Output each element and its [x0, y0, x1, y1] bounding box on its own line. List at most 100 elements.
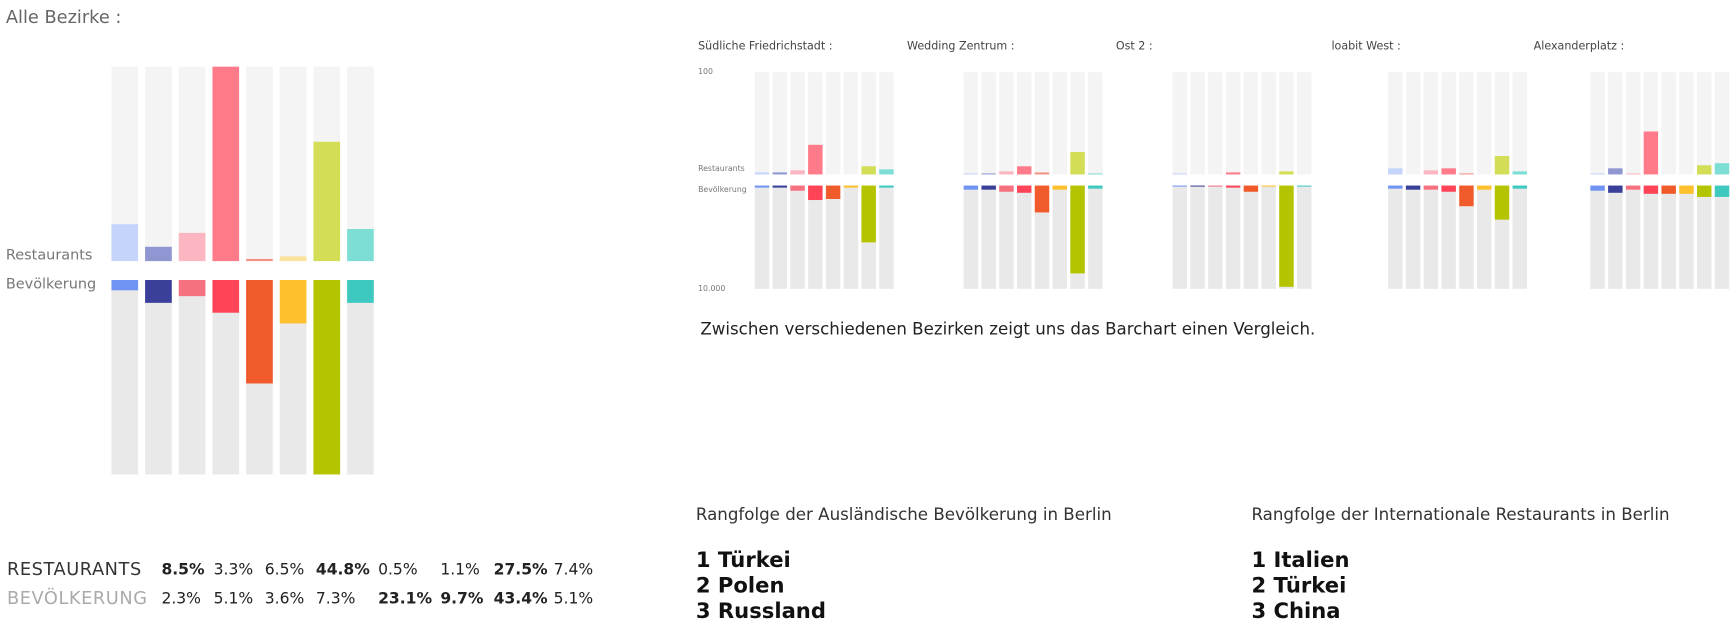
restaurant-bar — [1034, 172, 1050, 175]
restaurant-bar — [963, 173, 979, 175]
bar-background — [1088, 72, 1103, 175]
bar-background — [1459, 185, 1474, 289]
value-label: 2.3% — [161, 589, 201, 607]
value-label: 44.8% — [316, 561, 370, 579]
population-bar — [1190, 185, 1205, 187]
population-bar — [1697, 185, 1712, 197]
bar-background — [1494, 72, 1510, 175]
bar-background — [178, 280, 206, 475]
bar-background — [1208, 72, 1223, 175]
chart-title: Wedding Zentrum : — [907, 40, 1015, 53]
population-bar — [1261, 185, 1276, 187]
bar-background — [790, 185, 805, 289]
bar-background — [1590, 185, 1605, 289]
ranking-item: 3 Russland — [696, 598, 826, 623]
restaurant-bar — [246, 258, 273, 262]
bar-background — [1441, 72, 1456, 175]
population-bar — [1714, 185, 1730, 197]
population-bar — [1494, 185, 1510, 220]
chart-title: Ost 2 : — [1116, 40, 1153, 53]
bar-background — [1052, 185, 1067, 289]
bar-background — [1477, 185, 1492, 289]
population-bar — [1052, 185, 1067, 190]
bar-background — [1017, 185, 1032, 289]
restaurant-bar — [754, 172, 770, 175]
bar-background — [843, 72, 859, 175]
bar-background — [1512, 72, 1527, 175]
bar-background — [1172, 185, 1187, 289]
bar-background — [1714, 185, 1730, 289]
population-bar — [1034, 185, 1050, 213]
restaurant-bar — [111, 224, 139, 262]
bar-background — [1261, 185, 1276, 289]
value-label: 5.1% — [554, 589, 594, 607]
population-bar — [178, 280, 206, 297]
bar-background — [1243, 185, 1259, 289]
bar-background — [1225, 72, 1241, 175]
population-bar — [981, 185, 996, 190]
restaurant-bar — [1590, 173, 1605, 175]
series-label: Bevölkerung — [698, 185, 747, 194]
bar-background — [347, 280, 374, 475]
restaurant-bar — [1494, 156, 1510, 175]
restaurant-bar — [1459, 173, 1474, 175]
value-label: 9.7% — [440, 589, 484, 607]
restaurant-bar — [1017, 166, 1032, 175]
restaurant-bar — [279, 256, 307, 262]
restaurant-bar — [313, 141, 341, 262]
series-label: Restaurants — [698, 164, 745, 173]
bar-background — [1297, 72, 1312, 175]
chart-title: Alexanderplatz : — [1534, 40, 1625, 53]
bar-background — [1625, 185, 1641, 289]
bar-background — [1697, 72, 1712, 175]
bar-background — [963, 72, 979, 175]
population-bar — [212, 280, 240, 313]
row-label: RESTAURANTS — [7, 560, 142, 580]
population-bar — [1679, 185, 1694, 194]
value-label: 3.6% — [265, 589, 305, 607]
bar-background — [1279, 72, 1294, 175]
restaurant-bar — [879, 169, 894, 175]
bar-background — [1243, 72, 1259, 175]
population-bar — [246, 280, 273, 384]
restaurant-bar — [1697, 165, 1712, 175]
bar-background — [1261, 72, 1276, 175]
value-label: 43.4% — [494, 589, 548, 607]
bar-background — [825, 72, 841, 175]
chart-title: Südliche Friedrichstadt : — [698, 40, 832, 53]
bar-background — [1088, 185, 1103, 289]
bar-background — [178, 66, 206, 262]
bar-background — [1190, 185, 1205, 289]
bar-background — [111, 280, 139, 475]
bar-background — [1625, 72, 1641, 175]
bar-background — [1679, 185, 1694, 289]
restaurant-bar — [981, 173, 996, 175]
population-bar — [1477, 185, 1492, 190]
population-bar — [1608, 185, 1623, 193]
series-label: Bevölkerung — [6, 276, 96, 292]
bar-background — [790, 72, 805, 175]
population-bar — [1405, 185, 1421, 190]
bar-background — [1423, 72, 1439, 175]
bar-background — [1643, 185, 1659, 289]
value-label: 0.5% — [378, 561, 417, 579]
bar-background — [1441, 185, 1456, 289]
bar-background — [1661, 72, 1676, 175]
restaurant-bar — [1225, 172, 1241, 175]
population-bar — [790, 185, 805, 191]
bar-background — [1388, 72, 1403, 175]
bar-background — [1697, 185, 1712, 289]
bar-background — [843, 185, 859, 289]
restaurant-bar — [347, 228, 374, 262]
bar-background — [1172, 72, 1187, 175]
population-bar — [111, 280, 139, 291]
restaurant-bar — [999, 171, 1014, 175]
restaurant-bar — [1714, 163, 1730, 175]
bar-background — [1017, 72, 1032, 175]
population-bar — [1441, 185, 1456, 192]
chart-title: loabit West : — [1331, 40, 1400, 53]
population-bar — [1279, 185, 1294, 287]
population-bar — [1225, 185, 1241, 188]
population-bar — [861, 185, 876, 243]
